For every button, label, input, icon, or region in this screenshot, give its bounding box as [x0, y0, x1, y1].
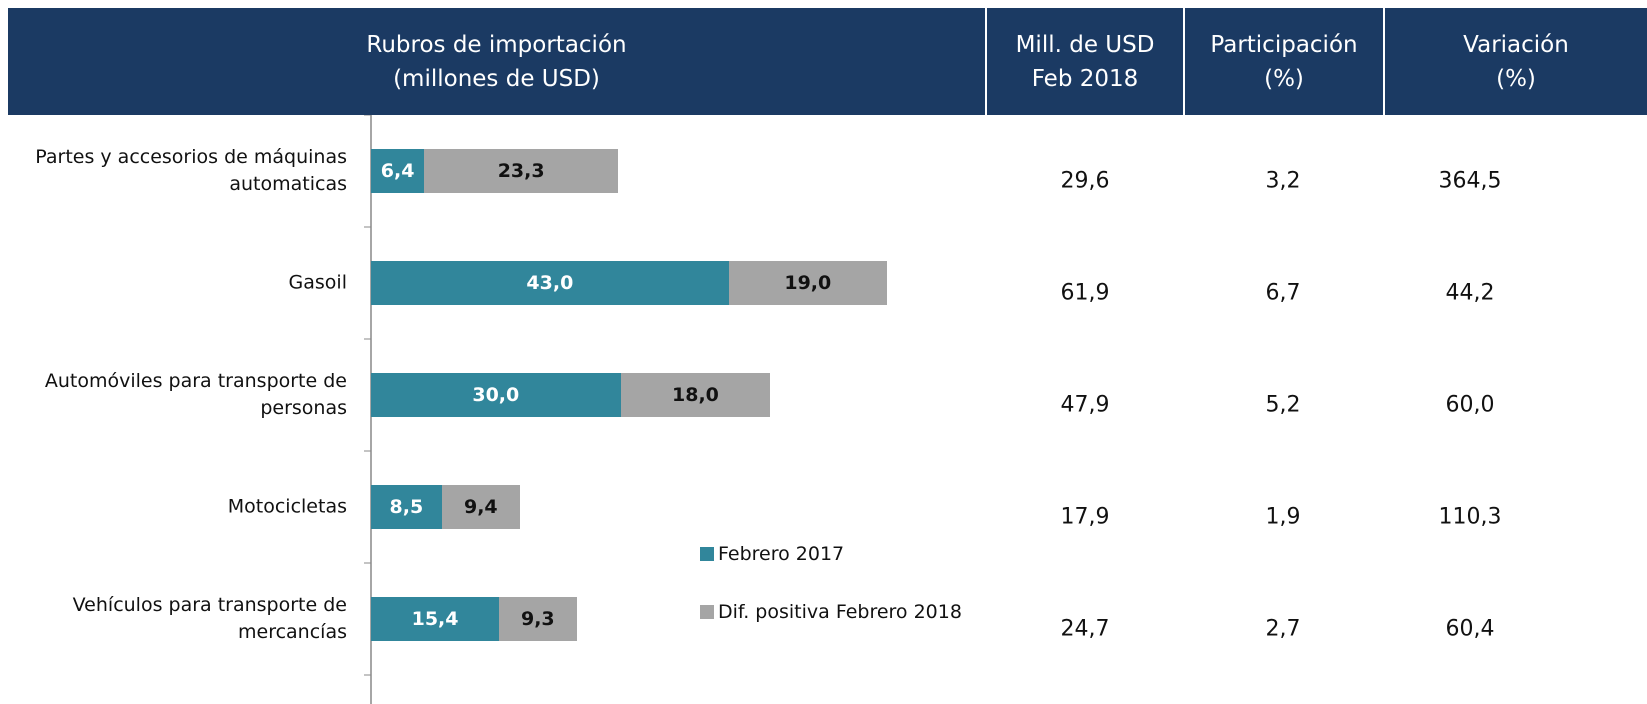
- data-label: 8,5: [389, 496, 424, 518]
- table-cell: 1,9: [1265, 504, 1301, 530]
- header-line: Rubros de importación: [366, 31, 627, 58]
- bar-segment: 43,0: [371, 261, 729, 305]
- data-label: 30,0: [472, 384, 520, 406]
- bar-segment: 6,4: [371, 149, 425, 193]
- bar-segment: 19,0: [728, 261, 887, 305]
- header-cell: Participación (%): [1185, 8, 1383, 115]
- table-cell: 24,7: [1060, 616, 1110, 642]
- table-cell: 47,9: [1060, 392, 1110, 418]
- legend-swatch: [700, 547, 714, 561]
- table-cell: 29,6: [1060, 168, 1110, 194]
- category-label: Motocicletas: [227, 495, 347, 518]
- data-label: 15,4: [411, 608, 459, 630]
- table-cell: 3,2: [1265, 168, 1301, 194]
- table-cell: 44,2: [1445, 280, 1495, 306]
- table-cell: 17,9: [1060, 504, 1110, 530]
- data-label: 18,0: [672, 384, 719, 406]
- bar-segment: 18,0: [620, 373, 771, 417]
- header-cell: Mill. de USD Feb 2018: [987, 8, 1183, 115]
- category-label: Partes y accesorios de máquinas automati…: [35, 146, 347, 195]
- category-label: Gasoil: [288, 271, 347, 294]
- bar-segment: 15,4: [371, 597, 500, 641]
- header-cell: Rubros de importación (millones de USD): [8, 8, 985, 115]
- bar-segment: 9,4: [441, 485, 520, 529]
- legend-label: Febrero 2017: [718, 543, 845, 565]
- table-cell: 60,0: [1445, 392, 1495, 418]
- data-label: 9,4: [463, 496, 498, 518]
- header-line: Feb 2018: [1031, 65, 1139, 92]
- category-label: Vehículos para transporte de mercancías: [72, 594, 347, 643]
- bar-segment: 8,5: [371, 485, 442, 529]
- table-cell: 6,7: [1265, 280, 1301, 306]
- header-cell: Variación (%): [1385, 8, 1647, 115]
- header-line: (%): [1496, 65, 1536, 92]
- category-label: Automóviles para transporte de personas: [44, 370, 347, 419]
- header-line: (millones de USD): [393, 65, 600, 92]
- table-cell: 2,7: [1265, 616, 1301, 642]
- data-label: 43,0: [526, 272, 574, 294]
- table-cell: 61,9: [1060, 280, 1110, 306]
- table-cell: 5,2: [1265, 392, 1301, 418]
- bar-segment: 30,0: [371, 373, 621, 417]
- header-line: Variación: [1463, 31, 1569, 58]
- table-cell: 110,3: [1438, 504, 1502, 530]
- header-line: Participación: [1210, 31, 1358, 58]
- data-label: 6,4: [380, 160, 415, 182]
- data-label: 9,3: [520, 608, 555, 630]
- header-line: Mill. de USD: [1015, 31, 1155, 58]
- legend-label: Dif. positiva Febrero 2018: [718, 601, 962, 623]
- bar-segment: 9,3: [499, 597, 577, 641]
- bar-segment: 23,3: [424, 149, 619, 193]
- data-label: 19,0: [784, 272, 832, 294]
- header-line: (%): [1264, 65, 1304, 92]
- table-cell: 60,4: [1445, 616, 1495, 642]
- data-label: 23,3: [497, 160, 545, 182]
- table-cell: 364,5: [1438, 168, 1502, 194]
- legend-swatch: [700, 605, 714, 619]
